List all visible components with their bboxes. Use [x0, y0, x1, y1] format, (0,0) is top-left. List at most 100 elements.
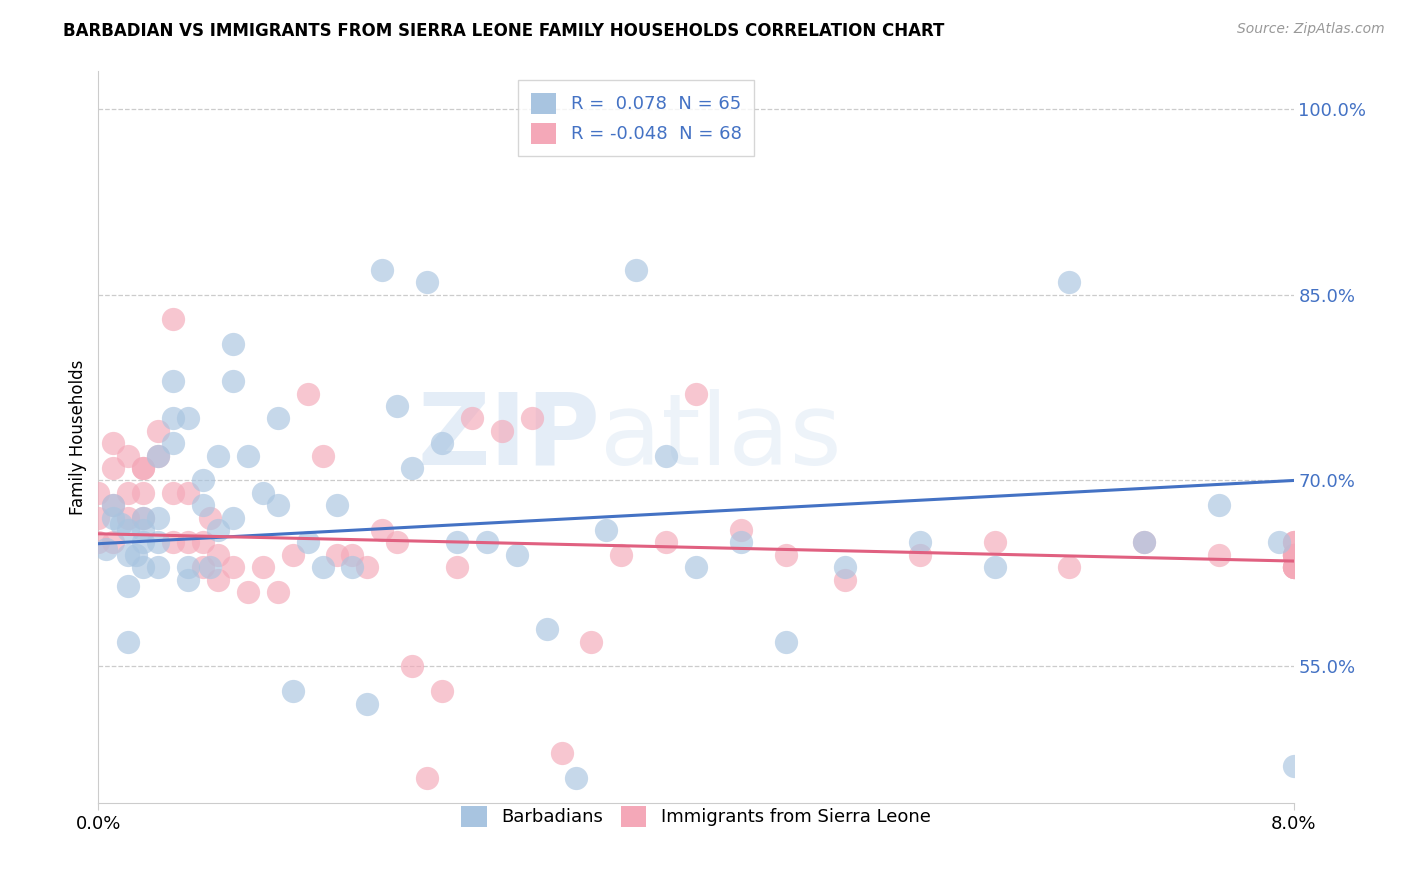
- Point: [311, 449, 333, 463]
- Point: [87, 486, 110, 500]
- Point: [267, 498, 290, 512]
- Point: [117, 510, 139, 524]
- Point: [281, 548, 304, 562]
- Point: [1208, 498, 1230, 512]
- Point: [103, 510, 125, 524]
- Point: [908, 548, 931, 562]
- Point: [595, 523, 617, 537]
- Point: [117, 548, 139, 562]
- Point: [162, 374, 184, 388]
- Point: [200, 510, 222, 524]
- Point: [385, 535, 409, 549]
- Point: [162, 312, 184, 326]
- Point: [1282, 548, 1305, 562]
- Point: [326, 548, 349, 562]
- Point: [222, 337, 245, 351]
- Point: [536, 622, 558, 636]
- Point: [117, 579, 139, 593]
- Point: [385, 399, 409, 413]
- Point: [984, 535, 1007, 549]
- Point: [236, 585, 259, 599]
- Point: [132, 461, 155, 475]
- Point: [177, 573, 200, 587]
- Point: [191, 535, 214, 549]
- Point: [1282, 560, 1305, 574]
- Point: [1282, 535, 1305, 549]
- Point: [685, 386, 707, 401]
- Point: [103, 498, 125, 512]
- Point: [132, 510, 155, 524]
- Point: [148, 510, 170, 524]
- Point: [581, 634, 603, 648]
- Point: [416, 275, 439, 289]
- Point: [775, 634, 797, 648]
- Y-axis label: Family Households: Family Households: [69, 359, 87, 515]
- Text: ZIP: ZIP: [418, 389, 600, 485]
- Point: [1059, 560, 1081, 574]
- Text: atlas: atlas: [600, 389, 842, 485]
- Point: [565, 771, 588, 785]
- Point: [207, 573, 229, 587]
- Point: [491, 424, 513, 438]
- Point: [401, 659, 423, 673]
- Point: [162, 411, 184, 425]
- Point: [430, 436, 453, 450]
- Point: [222, 560, 245, 574]
- Point: [834, 573, 856, 587]
- Point: [148, 560, 170, 574]
- Point: [730, 523, 752, 537]
- Point: [222, 510, 245, 524]
- Point: [132, 535, 155, 549]
- Point: [297, 535, 319, 549]
- Point: [356, 697, 378, 711]
- Point: [1282, 548, 1305, 562]
- Text: BARBADIAN VS IMMIGRANTS FROM SIERRA LEONE FAMILY HOUSEHOLDS CORRELATION CHART: BARBADIAN VS IMMIGRANTS FROM SIERRA LEON…: [63, 22, 945, 40]
- Point: [311, 560, 333, 574]
- Point: [685, 560, 707, 574]
- Point: [110, 516, 132, 531]
- Point: [1282, 758, 1305, 772]
- Point: [125, 548, 148, 562]
- Point: [148, 424, 170, 438]
- Point: [252, 486, 274, 500]
- Point: [520, 411, 543, 425]
- Point: [416, 771, 439, 785]
- Point: [1282, 560, 1305, 574]
- Point: [103, 498, 125, 512]
- Point: [1282, 548, 1305, 562]
- Point: [371, 262, 394, 277]
- Point: [834, 560, 856, 574]
- Point: [117, 486, 139, 500]
- Point: [281, 684, 304, 698]
- Point: [132, 510, 155, 524]
- Point: [117, 634, 139, 648]
- Point: [550, 746, 572, 760]
- Point: [461, 411, 484, 425]
- Point: [267, 411, 290, 425]
- Point: [1059, 275, 1081, 289]
- Point: [1282, 560, 1305, 574]
- Point: [236, 449, 259, 463]
- Point: [356, 560, 378, 574]
- Point: [252, 560, 274, 574]
- Point: [506, 548, 529, 562]
- Point: [200, 560, 222, 574]
- Point: [148, 449, 170, 463]
- Point: [326, 498, 349, 512]
- Point: [446, 535, 468, 549]
- Point: [1133, 535, 1156, 549]
- Point: [132, 461, 155, 475]
- Point: [342, 548, 364, 562]
- Point: [207, 523, 229, 537]
- Legend: Barbadians, Immigrants from Sierra Leone: Barbadians, Immigrants from Sierra Leone: [450, 795, 942, 838]
- Point: [342, 560, 364, 574]
- Point: [191, 498, 214, 512]
- Point: [1282, 535, 1305, 549]
- Point: [207, 548, 229, 562]
- Point: [191, 560, 214, 574]
- Point: [610, 548, 633, 562]
- Point: [87, 535, 110, 549]
- Point: [162, 535, 184, 549]
- Point: [1282, 548, 1305, 562]
- Point: [1267, 535, 1289, 549]
